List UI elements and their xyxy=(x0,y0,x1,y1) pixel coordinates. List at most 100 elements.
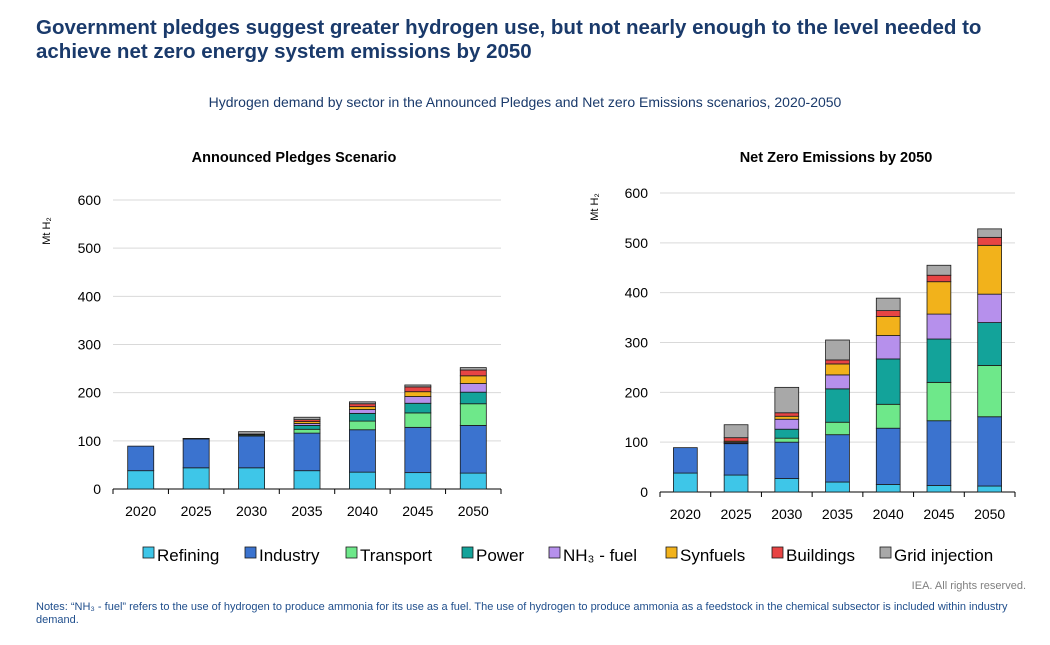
x-tick-label: 2045 xyxy=(923,506,954,522)
legend-swatch xyxy=(771,546,784,559)
x-tick-label: 2020 xyxy=(125,503,156,519)
x-tick-label: 2040 xyxy=(347,503,378,519)
bar-segment-industry xyxy=(127,445,155,472)
bar-segment-grid-injection xyxy=(723,424,749,439)
bar-segment-refining xyxy=(349,471,376,490)
x-tick-label: 2050 xyxy=(458,503,489,519)
legend-swatch xyxy=(244,546,257,559)
x-tick-label: 2020 xyxy=(670,506,701,522)
bar-segment-power xyxy=(349,412,376,422)
legend-swatch xyxy=(665,546,678,559)
y-axis-label: Mt H₂ xyxy=(41,217,53,245)
bar-segment-buildings xyxy=(774,412,800,417)
bar-segment-power xyxy=(825,388,850,423)
bar-segment-synfuels xyxy=(875,316,901,336)
y-tick-label: 500 xyxy=(78,240,102,256)
bar-segment-nh3-fuel xyxy=(926,313,952,340)
bar-segment-industry xyxy=(825,434,850,483)
y-tick-label: 300 xyxy=(625,335,649,351)
bar-segment-synfuels xyxy=(349,406,376,410)
bar-segment-power xyxy=(459,391,487,405)
legend-item: Grid injection xyxy=(879,546,993,565)
bar-segment-transport xyxy=(182,438,210,440)
bar-segment-transport xyxy=(875,403,901,429)
bar-segment-nh3-fuel xyxy=(977,293,1002,323)
y-tick-label: 600 xyxy=(78,192,102,208)
bar-segment-refining xyxy=(723,474,749,493)
bar-segment-industry xyxy=(182,438,210,469)
bar-segment-buildings xyxy=(404,386,432,393)
bar-segment-refining xyxy=(875,484,901,493)
x-tick-label: 2040 xyxy=(873,506,904,522)
bar-segment-power xyxy=(774,428,800,439)
x-tick-label: 2025 xyxy=(720,506,751,522)
bar-segment-refining xyxy=(926,485,952,493)
bar-segment-buildings xyxy=(825,359,850,365)
y-tick-label: 400 xyxy=(78,288,102,304)
y-tick-label: 100 xyxy=(625,434,649,450)
legend-label: Synfuels xyxy=(680,546,745,565)
bar-segment-buildings xyxy=(875,310,901,317)
bar-segment-industry xyxy=(875,427,901,485)
legend-label: Refining xyxy=(157,546,219,565)
legend-item: Industry xyxy=(244,546,320,565)
legend-swatch xyxy=(345,546,358,559)
chart-title: Net Zero Emissions by 2050 xyxy=(740,150,933,166)
bar-segment-transport xyxy=(404,412,432,428)
bar-segment-industry xyxy=(293,432,321,472)
legend-swatch xyxy=(879,546,892,559)
bar-segment-transport xyxy=(459,403,487,426)
legend-item: Power xyxy=(461,546,525,565)
legend-swatch xyxy=(142,546,155,559)
legend-item: Buildings xyxy=(771,546,855,565)
chart-announced-pledges: Announced Pledges Scenario Mt H₂ 0 100 200… xyxy=(41,150,502,519)
bar-segment-transport xyxy=(774,437,800,443)
y-tick-label: 0 xyxy=(93,481,101,497)
bar-segment-power xyxy=(926,338,952,383)
bar-segment-grid-injection xyxy=(977,228,1002,238)
legend-item: Refining xyxy=(142,546,219,565)
bar-segment-industry xyxy=(977,416,1002,487)
legend-item: NH₃ - fuel xyxy=(548,546,637,565)
bar-segment-grid-injection xyxy=(404,384,432,388)
x-tick-label: 2025 xyxy=(181,503,212,519)
bar-segment-buildings xyxy=(977,236,1002,246)
bar-segment-grid-injection xyxy=(875,297,901,312)
bar-segment-industry xyxy=(723,443,749,476)
legend-label: NH₃ - fuel xyxy=(563,546,637,565)
legend: Refining Industry Transport Power NH₃ - fuel… xyxy=(142,546,993,565)
y-tick-label: 400 xyxy=(625,285,649,301)
legend-label: Grid injection xyxy=(894,546,993,565)
y-axis-label: Mt H₂ xyxy=(589,193,601,221)
bar-segment-industry xyxy=(404,426,432,474)
legend-swatch xyxy=(548,546,561,559)
bar-segment-synfuels xyxy=(459,375,487,384)
bar-segment-industry xyxy=(926,420,952,486)
y-tick-label: 500 xyxy=(625,235,649,251)
bar-segment-grid-injection xyxy=(825,339,850,361)
bar-segment-grid-injection xyxy=(238,431,265,435)
bar-segment-synfuels xyxy=(977,244,1002,295)
bar-segment-synfuels xyxy=(926,281,952,315)
bar-segment-transport xyxy=(825,421,850,436)
bar-segment-refining xyxy=(673,472,698,493)
page-title: Government pledges suggest greater hydro… xyxy=(36,16,982,63)
bar-segment-nh3-fuel xyxy=(349,409,376,414)
credit-text: IEA. All rights reserved. xyxy=(911,580,1026,592)
bar-segment-buildings xyxy=(926,274,952,283)
legend-label: Buildings xyxy=(786,546,855,565)
bar-segment-industry xyxy=(673,447,698,474)
bar-segment-nh3-fuel xyxy=(875,335,901,360)
bar-segment-power xyxy=(404,402,432,414)
bar-segment-industry xyxy=(774,441,800,479)
bar-segment-industry xyxy=(238,435,265,469)
bar-segment-refining xyxy=(774,478,800,493)
bar-segment-buildings xyxy=(459,369,487,377)
bar-segment-transport xyxy=(926,381,952,422)
bar-segment-transport xyxy=(293,428,321,434)
bar-segment-synfuels xyxy=(825,363,850,376)
chart-net-zero: Net Zero Emissions by 2050 Mt H₂ 0 100 200… xyxy=(589,150,1016,522)
bar-segment-transport xyxy=(977,365,1002,418)
bar-segment-industry xyxy=(349,429,376,473)
